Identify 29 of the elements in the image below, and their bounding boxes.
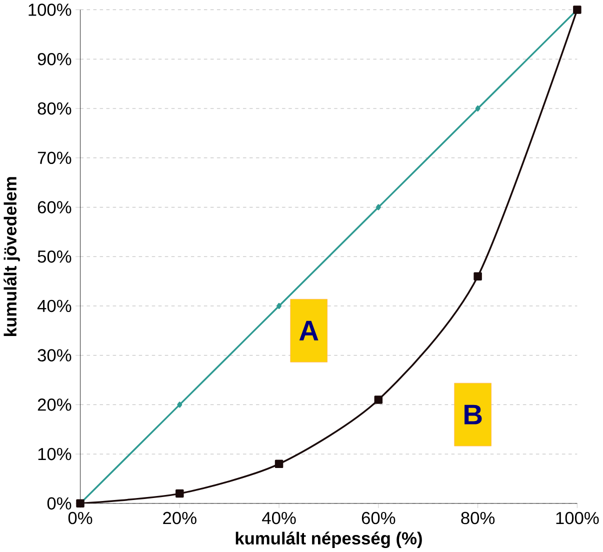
x-tick-label: 80% xyxy=(461,512,495,524)
point xyxy=(475,106,480,112)
y-tick-label: 90% xyxy=(38,53,72,66)
point xyxy=(177,402,182,408)
point xyxy=(376,204,381,210)
y-tick-label: 60% xyxy=(38,201,72,214)
point xyxy=(474,272,482,281)
y-tick-label: 10% xyxy=(38,448,72,460)
y-tick-label: 80% xyxy=(38,102,72,115)
y-axis-title: kumulált jövedelem xyxy=(4,177,20,336)
point xyxy=(276,303,282,310)
point xyxy=(274,460,284,468)
annotation: A xyxy=(299,321,318,341)
x-tick-label: 40% xyxy=(262,512,296,524)
y-tick-label: 50% xyxy=(38,250,72,263)
y-tick-label: 20% xyxy=(38,398,72,412)
x-axis-title: kumulált népesség (%) xyxy=(236,532,422,548)
x-tick-label: 60% xyxy=(362,512,396,524)
y-tick-label: 30% xyxy=(38,349,72,362)
x-tick-label: 0% xyxy=(68,512,92,524)
y-tick-label: 100% xyxy=(28,4,72,16)
y-tick-label: 0% xyxy=(47,497,72,510)
y-tick-label: 40% xyxy=(37,300,72,312)
point xyxy=(176,490,184,498)
x-tick-label: 20% xyxy=(163,512,196,524)
y-tick-label: 70% xyxy=(38,152,72,164)
point xyxy=(374,396,383,404)
annotation: B xyxy=(464,405,482,424)
x-tick-label: 100% xyxy=(556,512,599,524)
